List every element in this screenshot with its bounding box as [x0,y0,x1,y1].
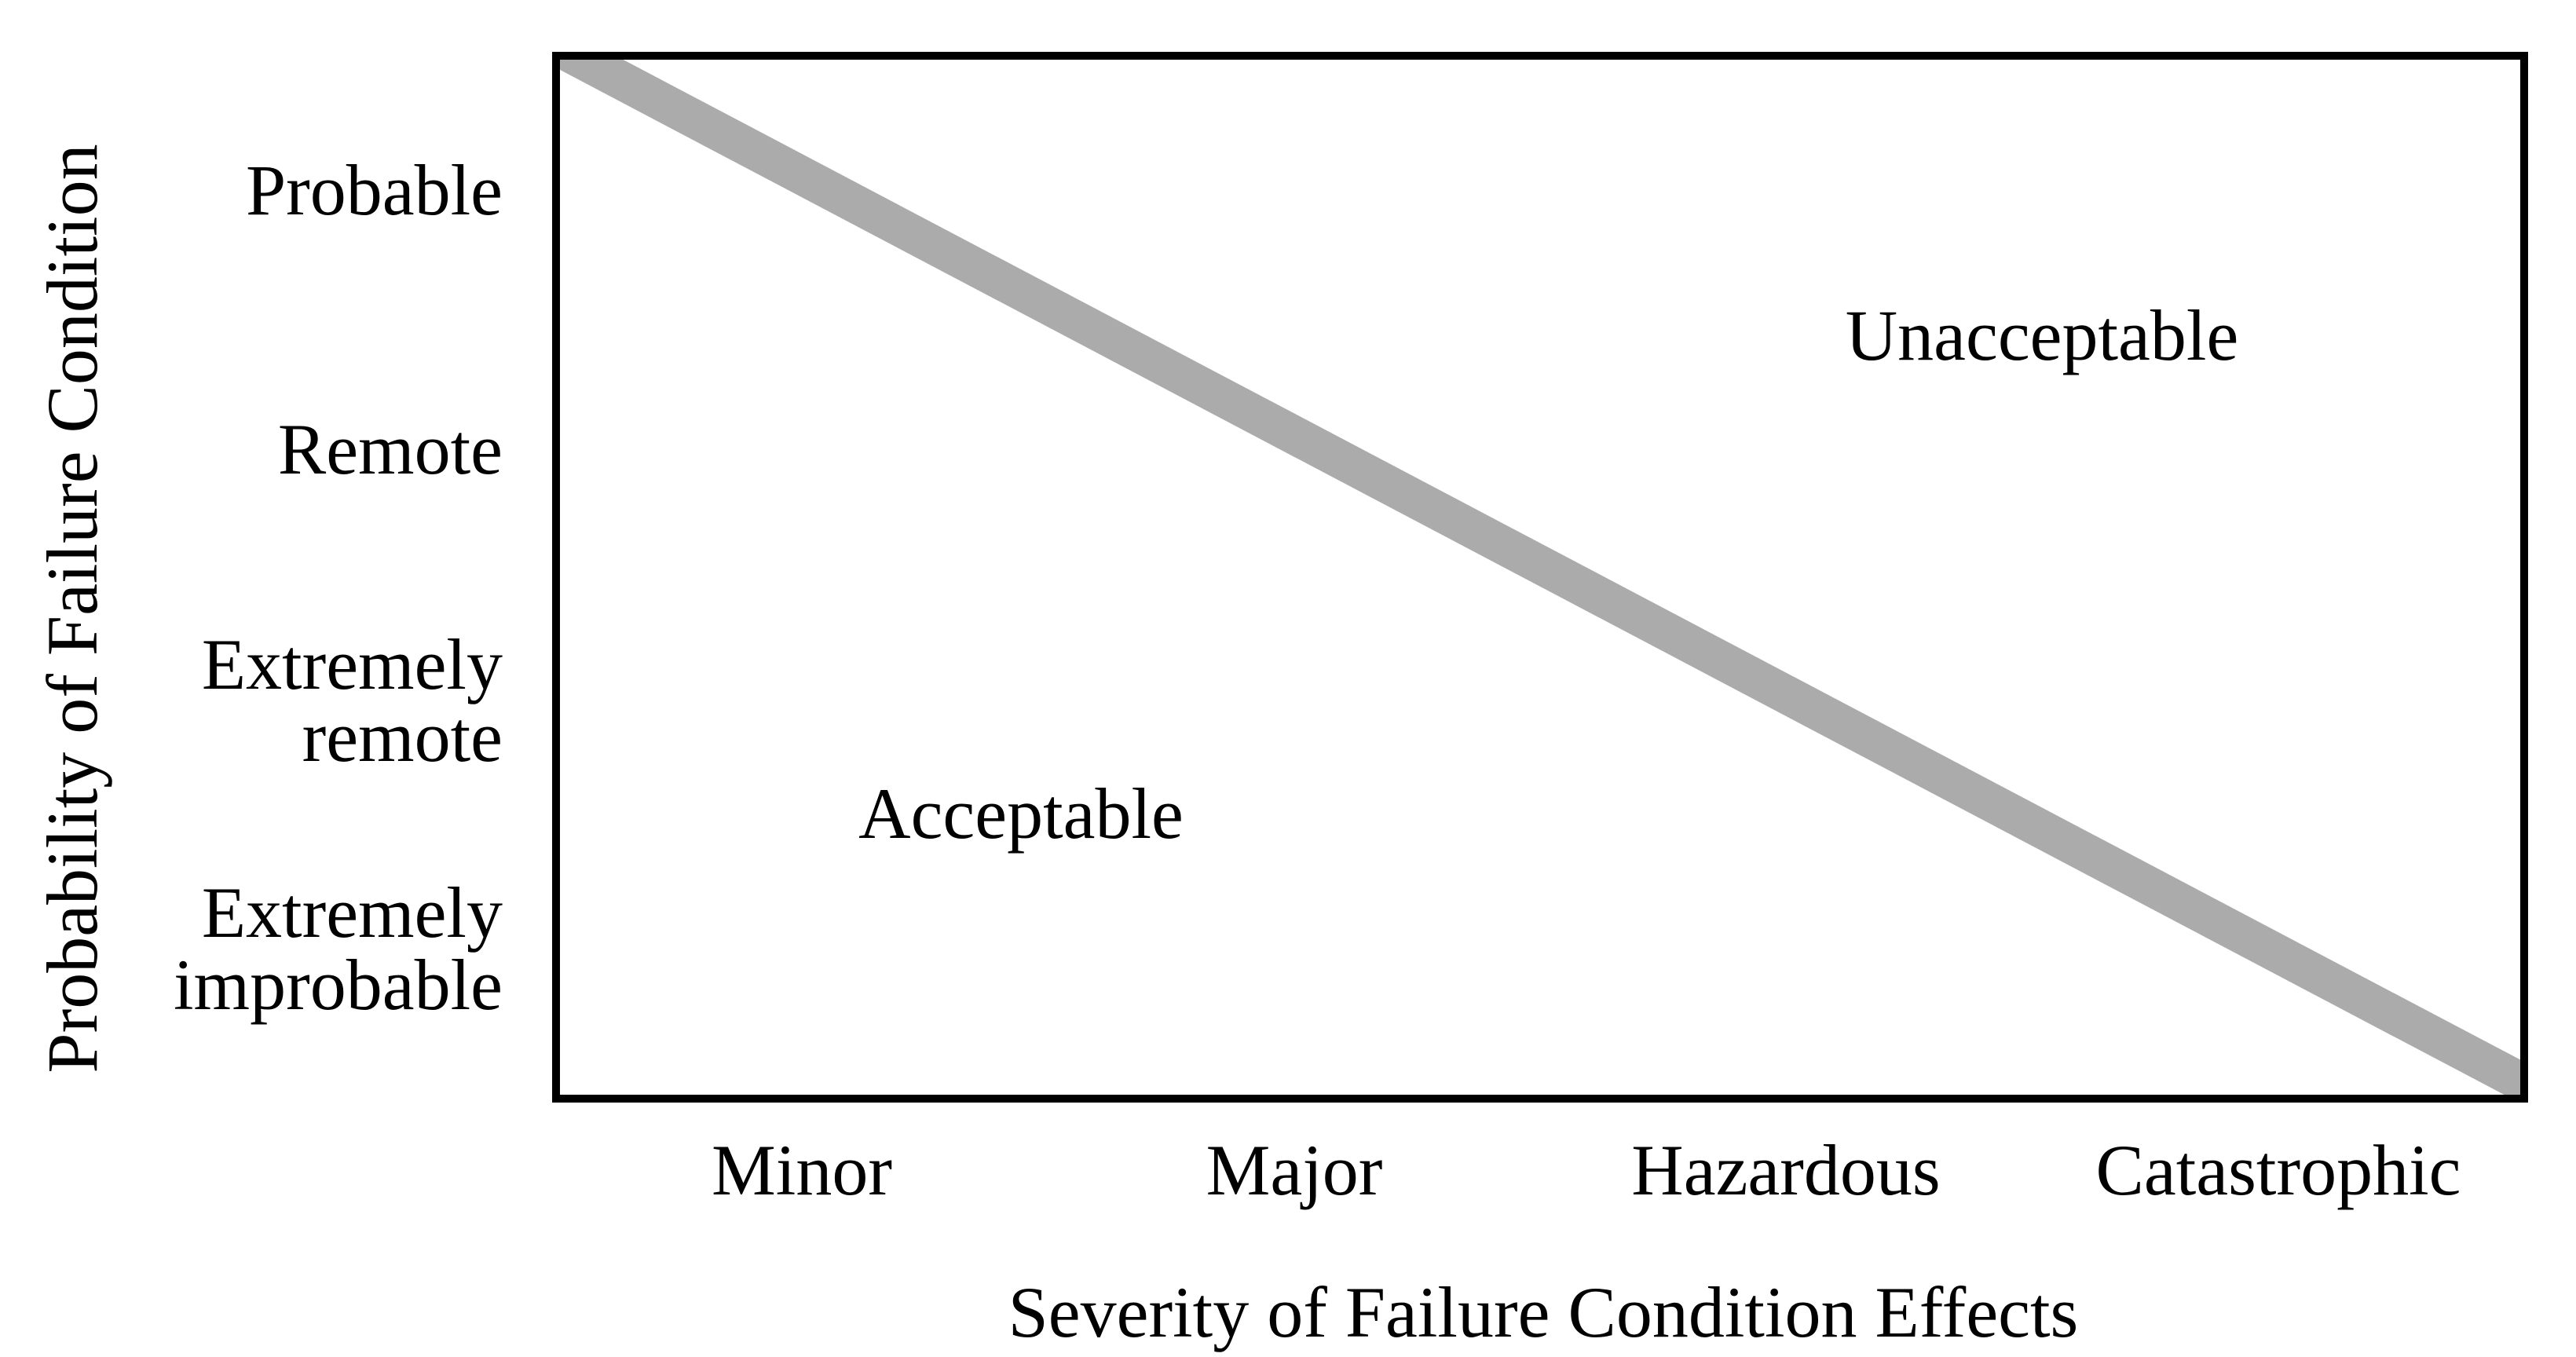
x-tick-catastrophic: Catastrophic [2095,1130,2461,1210]
y-tick-label-line2: remote [302,697,503,777]
plot-border [552,52,2528,1103]
x-tick-minor: Minor [712,1130,892,1210]
x-axis-title: Severity of Failure Condition Effects [1008,1272,2079,1352]
y-tick-remote: Remote [278,413,503,485]
y-tick-label: Probable [245,150,503,230]
y-tick-label-line1: Extremely [201,872,503,953]
region-label-unacceptable: Unacceptable [1845,295,2239,375]
y-tick-extremely-improbable: Extremely improbable [174,876,503,1021]
y-tick-probable: Probable [246,154,503,226]
y-tick-label-line1: Extremely [201,624,503,704]
y-axis-title: Probability of Failure Condition [32,144,112,1074]
y-tick-label: Remote [277,409,503,489]
region-label-acceptable: Acceptable [858,774,1184,854]
x-tick-hazardous: Hazardous [1631,1130,1941,1210]
risk-boundary-band [560,60,2520,1095]
x-tick-major: Major [1206,1130,1383,1210]
y-tick-label-line2: improbable [174,945,503,1025]
y-tick-extremely-remote: Extremely remote [202,628,503,773]
